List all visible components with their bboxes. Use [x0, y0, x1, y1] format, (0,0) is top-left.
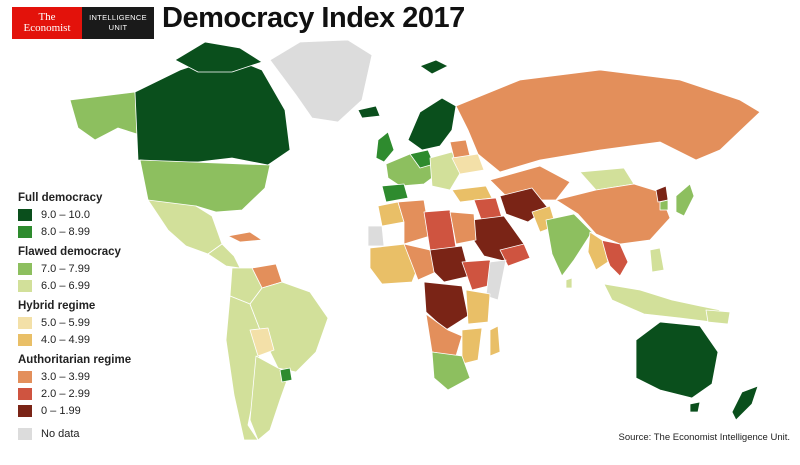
legend-item: 6.0 – 6.99	[18, 277, 168, 294]
region-ukraine	[451, 153, 485, 175]
region-china	[555, 183, 671, 245]
region-thailand-myanmar	[587, 231, 609, 271]
eiu-logo-line2: UNIT	[108, 23, 128, 32]
region-somalia	[485, 259, 507, 301]
region-central-africa	[423, 281, 469, 331]
legend-heading: Full democracy	[18, 192, 103, 204]
legend-label: 0 – 1.99	[41, 404, 81, 417]
region-argentina	[249, 355, 291, 441]
legend-label: 7.0 – 7.99	[41, 262, 90, 275]
legend-item-no-data: No data	[18, 425, 168, 442]
legend-item: 7.0 – 7.99	[18, 260, 168, 277]
region-new-zealand	[731, 385, 759, 421]
legend-swatch	[18, 387, 32, 400]
region-egypt	[449, 211, 477, 245]
region-central-america	[207, 243, 241, 269]
region-cuba	[227, 231, 263, 243]
region-east-africa	[465, 289, 491, 325]
eiu-logo-line1: INTELLIGENCE	[89, 13, 147, 22]
region-canada-islands	[174, 41, 263, 73]
legend-item: 2.0 – 2.99	[18, 385, 168, 402]
region-west-sahara	[367, 225, 385, 247]
page-title: Democracy Index 2017	[162, 2, 465, 34]
region-japan	[675, 183, 695, 217]
legend-swatch	[18, 333, 32, 346]
legend: Full democracy 9.0 – 10.0 8.0 – 8.99 Fla…	[18, 186, 168, 442]
region-north-korea	[655, 185, 669, 203]
legend-swatch	[18, 225, 32, 238]
legend-heading: Hybrid regime	[18, 300, 96, 312]
economist-logo-line2: Economist	[23, 22, 71, 34]
legend-item: 4.0 – 4.99	[18, 331, 168, 348]
legend-group-authoritarian: Authoritarian regime 3.0 – 3.99 2.0 – 2.…	[18, 354, 168, 419]
region-algeria	[397, 199, 431, 245]
region-chad-sudan	[429, 245, 471, 283]
region-indochina	[599, 239, 629, 277]
region-bolivia	[249, 327, 275, 357]
region-madagascar	[489, 325, 501, 357]
legend-label: 3.0 – 3.99	[41, 370, 90, 383]
legend-label: No data	[41, 427, 80, 440]
region-india	[545, 213, 593, 277]
region-australia	[635, 321, 719, 399]
region-angola-zambia	[425, 313, 463, 357]
legend-swatch	[18, 262, 32, 275]
legend-label: 4.0 – 4.99	[41, 333, 90, 346]
legend-item: 8.0 – 8.99	[18, 223, 168, 240]
region-southern-africa	[431, 351, 471, 391]
legend-label: 6.0 – 6.99	[41, 279, 90, 292]
region-philippines	[649, 247, 665, 273]
region-uruguay	[279, 367, 293, 383]
region-greenland	[269, 39, 373, 123]
legend-label: 2.0 – 2.99	[41, 387, 90, 400]
legend-heading: Flawed democracy	[18, 246, 121, 258]
legend-swatch	[18, 208, 32, 221]
region-png	[705, 309, 731, 325]
region-mozambique	[461, 327, 483, 365]
legend-item: 3.0 – 3.99	[18, 368, 168, 385]
region-malaysia-indonesia	[603, 283, 721, 323]
region-iceland	[357, 105, 381, 119]
region-russia	[455, 69, 761, 173]
legend-item: 5.0 – 5.99	[18, 314, 168, 331]
region-sri-lanka	[565, 277, 573, 289]
region-brazil	[249, 281, 329, 373]
legend-group-flawed: Flawed democracy 7.0 – 7.99 6.0 – 6.99	[18, 246, 168, 294]
source-note: Source: The Economist Intelligence Unit.	[618, 432, 790, 443]
legend-swatch	[18, 316, 32, 329]
economist-eiu-logo: The Economist INTELLIGENCE UNIT	[12, 7, 154, 39]
economist-logo-line1: The	[38, 11, 56, 23]
region-svalbard	[419, 59, 449, 75]
legend-swatch	[18, 279, 32, 292]
legend-group-hybrid: Hybrid regime 5.0 – 5.99 4.0 – 4.99	[18, 300, 168, 348]
legend-item: 0 – 1.99	[18, 402, 168, 419]
economist-logo: The Economist	[12, 7, 82, 39]
region-iberia	[381, 183, 409, 203]
legend-label: 5.0 – 5.99	[41, 316, 90, 329]
legend-swatch	[18, 404, 32, 417]
region-uk	[375, 131, 395, 163]
legend-item: 9.0 – 10.0	[18, 206, 168, 223]
region-south-korea	[659, 199, 669, 211]
region-tasmania	[689, 401, 701, 413]
region-alaska	[69, 91, 141, 141]
region-scandinavia	[407, 97, 457, 151]
legend-swatch	[18, 427, 32, 440]
legend-swatch	[18, 370, 32, 383]
legend-label: 8.0 – 8.99	[41, 225, 90, 238]
legend-group-full: Full democracy 9.0 – 10.0 8.0 – 8.99	[18, 192, 168, 240]
legend-heading: Authoritarian regime	[18, 354, 132, 366]
legend-label: 9.0 – 10.0	[41, 208, 90, 221]
eiu-logo: INTELLIGENCE UNIT	[82, 7, 154, 39]
